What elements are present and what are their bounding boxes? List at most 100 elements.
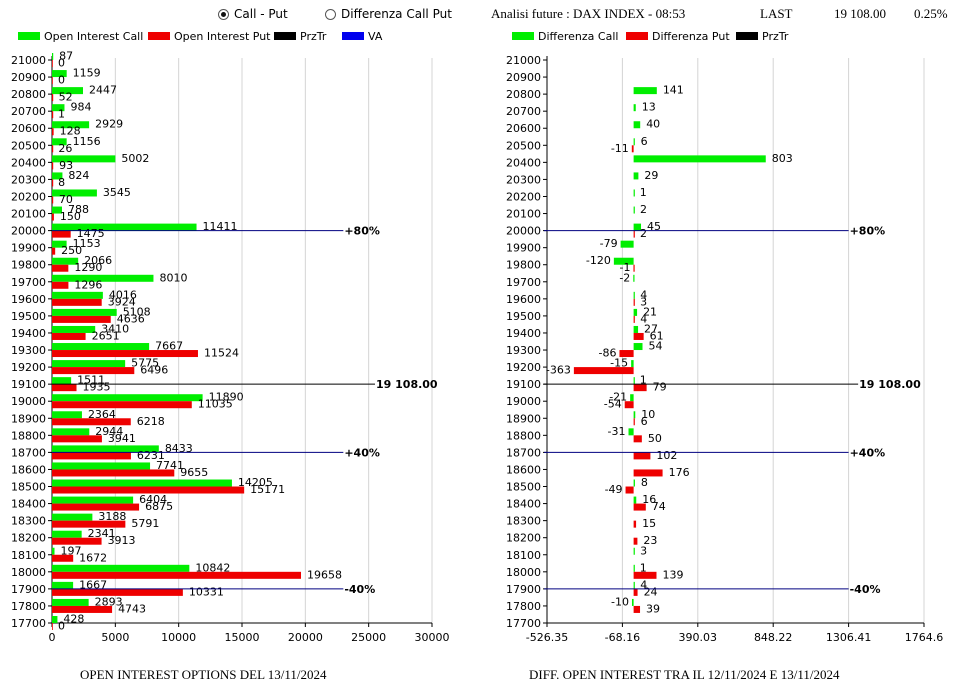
put-bar <box>633 469 663 477</box>
y-tick-label: 18900 <box>11 412 46 425</box>
call-bar <box>52 394 203 402</box>
put-bar <box>633 298 635 306</box>
y-tick-label: 18000 <box>11 566 46 579</box>
y-tick-label: 20700 <box>506 105 541 118</box>
put-bar <box>633 571 657 579</box>
y-tick-label: 20600 <box>506 122 541 135</box>
put-bar <box>631 145 634 153</box>
y-tick-label: 18700 <box>11 446 46 459</box>
bar-value-label: 87 <box>59 50 73 63</box>
bar-value-label: 6 <box>641 415 648 428</box>
y-tick-label: 17700 <box>506 617 541 630</box>
call-bar <box>631 360 634 368</box>
put-bar <box>619 350 634 358</box>
put-bar <box>633 537 638 545</box>
bar-value-label: 11890 <box>209 391 244 404</box>
put-bar <box>633 315 635 323</box>
bar-value-label: 8 <box>641 476 648 489</box>
call-bar <box>633 87 657 95</box>
left-chart-caption: OPEN INTEREST OPTIONS DEL 13/11/2024 <box>80 667 327 682</box>
bar-value-label: 6875 <box>145 500 173 513</box>
x-tick-label: 1764.6 <box>905 631 944 644</box>
bar-value-label: 21 <box>643 305 657 318</box>
legend-swatch <box>274 32 296 40</box>
x-tick-label: -68.16 <box>605 631 640 644</box>
legend-swatch <box>736 32 758 40</box>
y-tick-label: 20600 <box>11 122 46 135</box>
y-tick-label: 21000 <box>11 54 46 67</box>
call-bar <box>52 445 159 453</box>
call-bar <box>52 513 93 521</box>
put-bar <box>52 196 54 204</box>
y-tick-label: 18500 <box>506 481 541 494</box>
y-tick-label: 18900 <box>506 412 541 425</box>
put-bar <box>633 384 647 392</box>
call-bar <box>633 308 638 316</box>
bar-value-label: 2944 <box>95 425 123 438</box>
bar-value-label: 26 <box>58 142 72 155</box>
call-bar <box>52 462 151 470</box>
bar-value-label: 3410 <box>101 322 129 335</box>
bar-value-label: 2651 <box>92 329 120 342</box>
bar-value-label: 2066 <box>84 254 112 267</box>
bar-value-label: 50 <box>648 432 662 445</box>
call-bar <box>633 138 635 146</box>
put-bar <box>52 503 140 511</box>
bar-value-label: 824 <box>68 169 89 182</box>
legend-swatch <box>512 32 534 40</box>
radio-diff[interactable]: Differenza Call Put <box>325 7 452 21</box>
y-tick-label: 20300 <box>506 173 541 186</box>
call-bar <box>52 411 82 419</box>
put-bar <box>52 179 54 187</box>
bar-value-label: 4 <box>640 312 647 325</box>
call-bar <box>52 377 72 385</box>
put-bar <box>52 111 54 119</box>
bar-value-label: 1290 <box>74 261 102 274</box>
bar-value-label: 5791 <box>131 517 159 530</box>
reference-line-label: +40% <box>344 446 380 459</box>
y-tick-label: 20200 <box>506 190 541 203</box>
call-bar <box>633 172 639 180</box>
bar-value-label: 141 <box>663 84 684 97</box>
y-tick-label: 19400 <box>11 327 46 340</box>
y-tick-label: 20500 <box>506 139 541 152</box>
call-bar <box>52 496 134 504</box>
bar-value-label: 4 <box>640 288 647 301</box>
put-bar <box>573 367 634 375</box>
put-bar <box>52 571 302 579</box>
call-bar <box>633 291 635 299</box>
y-tick-label: 20700 <box>11 105 46 118</box>
call-bar <box>52 479 232 487</box>
put-bar <box>52 298 102 306</box>
call-bar <box>52 240 67 248</box>
bar-value-label: -1 <box>619 261 630 274</box>
call-bar <box>633 377 635 385</box>
x-tick-label: 0 <box>49 631 56 644</box>
y-tick-label: 20900 <box>11 71 46 84</box>
put-bar <box>52 94 54 102</box>
y-tick-label: 19300 <box>506 344 541 357</box>
call-bar <box>628 428 634 436</box>
y-tick-label: 20000 <box>11 225 46 238</box>
call-bar <box>631 598 634 606</box>
bar-value-label: 93 <box>59 159 73 172</box>
call-bar <box>633 564 635 572</box>
call-bar <box>52 172 63 180</box>
y-tick-label: 18400 <box>506 498 541 511</box>
bar-value-label: 0 <box>58 620 65 633</box>
put-bar <box>52 537 102 545</box>
bar-value-label: 9655 <box>180 466 208 479</box>
bar-value-label: 1475 <box>77 227 105 240</box>
y-tick-label: 19300 <box>11 344 46 357</box>
put-bar <box>633 588 638 596</box>
y-tick-label: 19600 <box>11 293 46 306</box>
put-bar <box>633 452 651 460</box>
call-bar <box>52 308 117 316</box>
radio-call-put[interactable]: Call - Put <box>218 7 288 21</box>
put-bar <box>52 350 198 358</box>
bar-value-label: 2893 <box>95 595 123 608</box>
bar-value-label: 8 <box>58 176 65 189</box>
put-bar <box>52 605 113 613</box>
bar-value-label: 1667 <box>79 578 107 591</box>
bar-value-label: 52 <box>59 91 73 104</box>
